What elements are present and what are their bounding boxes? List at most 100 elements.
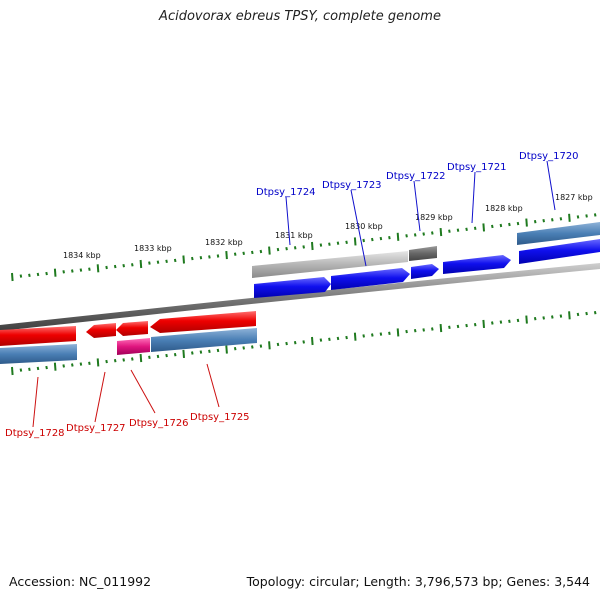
gene-leader-line [130, 369, 156, 414]
minor-tick [473, 323, 477, 327]
minor-tick [413, 329, 417, 333]
minor-tick [405, 329, 408, 334]
gene-arrow-dtpsy-1721[interactable] [443, 255, 511, 274]
gene-label-dtpsy-1725[interactable]: Dtpsy_1725 [190, 412, 250, 423]
minor-tick [208, 255, 211, 259]
feature-pink-dtpsy-1726[interactable] [117, 338, 150, 355]
gene-label-dtpsy-1722[interactable]: Dtpsy_1722 [386, 171, 446, 182]
accession-label: Accession: NC_011992 [9, 574, 152, 589]
gene-arrow-dtpsy-1728[interactable] [0, 326, 76, 346]
minor-tick [328, 242, 331, 246]
gene-label-dtpsy-1723[interactable]: Dtpsy_1723 [322, 180, 382, 191]
minor-tick [36, 366, 40, 371]
minor-tick [456, 324, 460, 329]
minor-tick [431, 231, 434, 235]
minor-tick [191, 351, 194, 355]
minor-tick [156, 260, 160, 264]
feature-steel-forward[interactable] [517, 222, 600, 245]
major-tick [439, 324, 443, 333]
minor-tick [165, 353, 168, 358]
minor-tick [508, 319, 511, 323]
minor-tick [371, 333, 374, 337]
minor-tick [302, 340, 305, 344]
major-tick [268, 246, 271, 255]
outer-scale-ticks [11, 213, 597, 282]
minor-tick [542, 219, 545, 223]
minor-tick [208, 349, 211, 353]
minor-tick [191, 256, 194, 261]
minor-tick [576, 215, 580, 219]
major-tick [311, 241, 314, 251]
minor-tick [336, 241, 340, 245]
minor-tick [148, 355, 151, 359]
gene-leader-line [413, 180, 421, 232]
gene-label-dtpsy-1720[interactable]: Dtpsy_1720 [519, 151, 579, 162]
cds-track-forward [254, 239, 600, 298]
feature-gray-light[interactable] [252, 251, 408, 278]
minor-tick [422, 232, 425, 236]
major-tick [396, 232, 400, 241]
major-tick [482, 319, 485, 328]
major-tick [353, 237, 357, 246]
major-tick [482, 223, 485, 232]
minor-tick [542, 316, 545, 320]
minor-tick [379, 236, 383, 241]
minor-tick [448, 325, 451, 329]
major-tick [53, 268, 57, 277]
minor-tick [105, 359, 108, 364]
gene-arrow-dtpsy-1724[interactable] [254, 277, 331, 298]
minor-tick [422, 328, 425, 332]
gene-leader-line [285, 196, 291, 246]
minor-tick [199, 350, 203, 354]
gene-arrow-dtpsy-1722[interactable] [411, 264, 439, 279]
feature-gray-dark[interactable] [409, 246, 437, 261]
gene-labels-forward: Dtpsy_1724 Dtpsy_1723 Dtpsy_1722 Dtpsy_1… [256, 151, 579, 267]
minor-tick [413, 233, 417, 237]
gene-arrow-dtpsy-1727a[interactable] [86, 323, 116, 338]
minor-tick [62, 364, 65, 368]
gene-arrow-dtpsy-1720[interactable] [519, 239, 600, 264]
minor-tick [105, 265, 108, 270]
gene-label-dtpsy-1721[interactable]: Dtpsy_1721 [447, 162, 507, 173]
minor-tick [345, 335, 348, 340]
feature-steel-reverse-left[interactable] [0, 344, 77, 364]
minor-tick [319, 243, 323, 247]
minor-tick [559, 314, 563, 318]
minor-tick [79, 268, 83, 272]
major-tick [139, 259, 143, 269]
gene-leader-line [94, 371, 106, 423]
gene-leader-line [32, 376, 39, 428]
scale-label: 1832 kbp [205, 238, 243, 247]
minor-tick [473, 226, 477, 230]
gene-label-dtpsy-1728[interactable]: Dtpsy_1728 [5, 428, 65, 439]
gene-leader-line [546, 160, 556, 211]
minor-tick [302, 245, 305, 249]
gene-arrow-dtpsy-1727b[interactable] [116, 321, 148, 336]
minor-tick [216, 348, 220, 353]
gene-arrow-dtpsy-1723[interactable] [331, 268, 410, 290]
gene-label-dtpsy-1724[interactable]: Dtpsy_1724 [256, 187, 316, 198]
minor-tick [585, 214, 588, 218]
minor-tick [431, 327, 434, 331]
major-tick [96, 358, 100, 367]
major-tick [525, 218, 528, 227]
gene-label-dtpsy-1726[interactable]: Dtpsy_1726 [129, 418, 189, 429]
minor-tick [233, 347, 237, 351]
scale-label: 1828 kbp [485, 204, 523, 213]
minor-tick [276, 247, 280, 252]
gene-label-dtpsy-1727[interactable]: Dtpsy_1727 [66, 423, 126, 434]
minor-tick [45, 271, 48, 276]
gene-arrow-dtpsy-1725[interactable] [150, 311, 256, 333]
minor-tick [533, 317, 537, 321]
minor-tick [131, 357, 134, 361]
feature-steel-reverse-right[interactable] [151, 328, 257, 352]
minor-tick [388, 331, 391, 335]
major-tick [268, 341, 271, 350]
major-tick [525, 315, 528, 324]
minor-tick [113, 264, 117, 269]
minor-tick [551, 315, 554, 319]
minor-tick [233, 252, 237, 256]
minor-tick [173, 258, 177, 263]
minor-tick [28, 367, 31, 371]
minor-tick [285, 341, 288, 346]
